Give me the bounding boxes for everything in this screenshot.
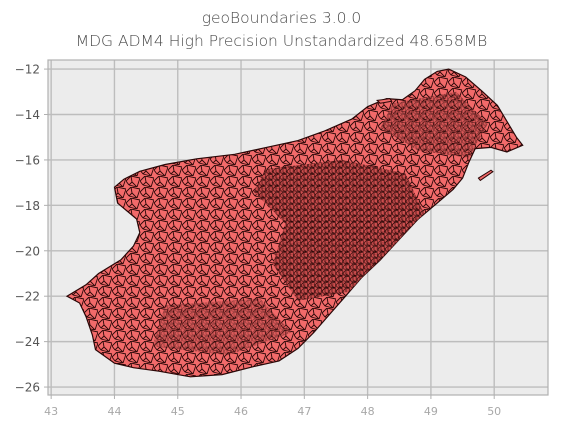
x-tick-label: 43 [44, 405, 58, 418]
y-tick-label: −22 [15, 290, 40, 304]
chart-subtitle: MDG ADM4 High Precision Unstandardized 4… [75, 32, 488, 50]
y-tick-label: −26 [15, 381, 40, 395]
x-tick-label: 47 [297, 405, 311, 418]
x-tick-label: 45 [171, 405, 185, 418]
chart-title: geoBoundaries 3.0.0 [201, 9, 362, 27]
y-tick-label: −16 [15, 153, 40, 167]
x-tick-label: 49 [424, 405, 438, 418]
y-tick-label: −12 [15, 63, 40, 77]
dense-district-polygon [380, 91, 488, 158]
dense-district-polygon [152, 298, 292, 356]
island-polygon [477, 169, 494, 182]
plot-frame [47, 59, 549, 396]
y-tick-label: −18 [15, 199, 40, 213]
y-tick-label: −24 [15, 335, 40, 349]
x-tick-label: 50 [487, 405, 501, 418]
x-tick-label: 46 [234, 405, 248, 418]
y-tick-label: −20 [15, 244, 40, 258]
island-polygon [375, 98, 393, 104]
country-land [65, 68, 524, 378]
dense-district-region [152, 91, 488, 356]
x-axis-ticks: 43 44 45 46 47 48 49 50 [44, 395, 501, 418]
x-tick-label: 48 [361, 405, 375, 418]
y-axis-ticks: −12 −14 −16 −18 −20 −22 −24 −26 [15, 63, 48, 395]
y-tick-label: −14 [15, 108, 40, 122]
x-tick-label: 44 [107, 405, 121, 418]
